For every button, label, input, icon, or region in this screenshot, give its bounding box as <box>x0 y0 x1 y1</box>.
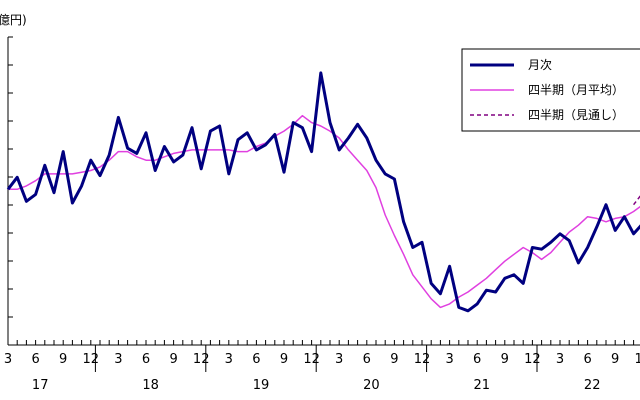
x-axis-ticks <box>7 340 635 345</box>
legend: 月次 四半期（月平均） 四半期（見通し） <box>461 48 640 132</box>
year-label: 17 <box>32 378 49 393</box>
year-label: 18 <box>142 378 159 393</box>
x-tick-label: 3 <box>114 352 122 367</box>
y-unit-label: 億円) <box>0 13 27 27</box>
x-tick-label: 6 <box>583 352 591 367</box>
series-line-quarterly <box>8 114 640 309</box>
series-line-forecast <box>633 195 640 206</box>
x-tick-label: 6 <box>31 352 39 367</box>
x-tick-label: 9 <box>611 352 619 367</box>
year-label: 21 <box>474 378 491 393</box>
x-tick-label: 3 <box>445 352 453 367</box>
x-tick-label: 9 <box>390 352 398 367</box>
x-tick-label: 9 <box>169 352 177 367</box>
x-tick-label: 12 <box>193 352 210 367</box>
x-tick-label: 9 <box>501 352 509 367</box>
x-tick-label: 9 <box>280 352 288 367</box>
year-labels: 17 18 19 20 21 22 <box>32 345 601 393</box>
x-tick-label: 12 <box>303 352 320 367</box>
x-tick-label: 3 <box>225 352 233 367</box>
y-axis-ticks <box>8 36 13 318</box>
x-axis-labels: 3 6 9 12 3 6 9 12 3 6 9 12 3 6 9 12 3 6 9 12 3 6 9 12 <box>4 352 640 367</box>
x-tick-label: 3 <box>335 352 343 367</box>
x-tick-label: 12 <box>635 352 640 367</box>
series-layer <box>6 71 640 313</box>
x-tick-label: 6 <box>363 352 371 367</box>
legend-label-monthly: 月次 <box>528 58 552 72</box>
year-label: 22 <box>584 378 601 393</box>
x-tick-label: 12 <box>524 352 541 367</box>
x-tick-label: 3 <box>556 352 564 367</box>
x-tick-label: 9 <box>59 352 67 367</box>
year-label: 20 <box>363 378 380 393</box>
legend-box <box>461 48 640 132</box>
x-tick-label: 12 <box>414 352 431 367</box>
x-tick-label: 3 <box>4 352 12 367</box>
legend-label-quarterly: 四半期（月平均） <box>528 83 624 97</box>
year-label: 19 <box>253 378 270 393</box>
series-line-monthly <box>6 71 640 313</box>
x-tick-label: 12 <box>83 352 100 367</box>
legend-label-forecast: 四半期（見通し） <box>528 108 624 122</box>
x-tick-label: 6 <box>473 352 481 367</box>
x-tick-label: 6 <box>252 352 260 367</box>
x-tick-label: 6 <box>142 352 150 367</box>
